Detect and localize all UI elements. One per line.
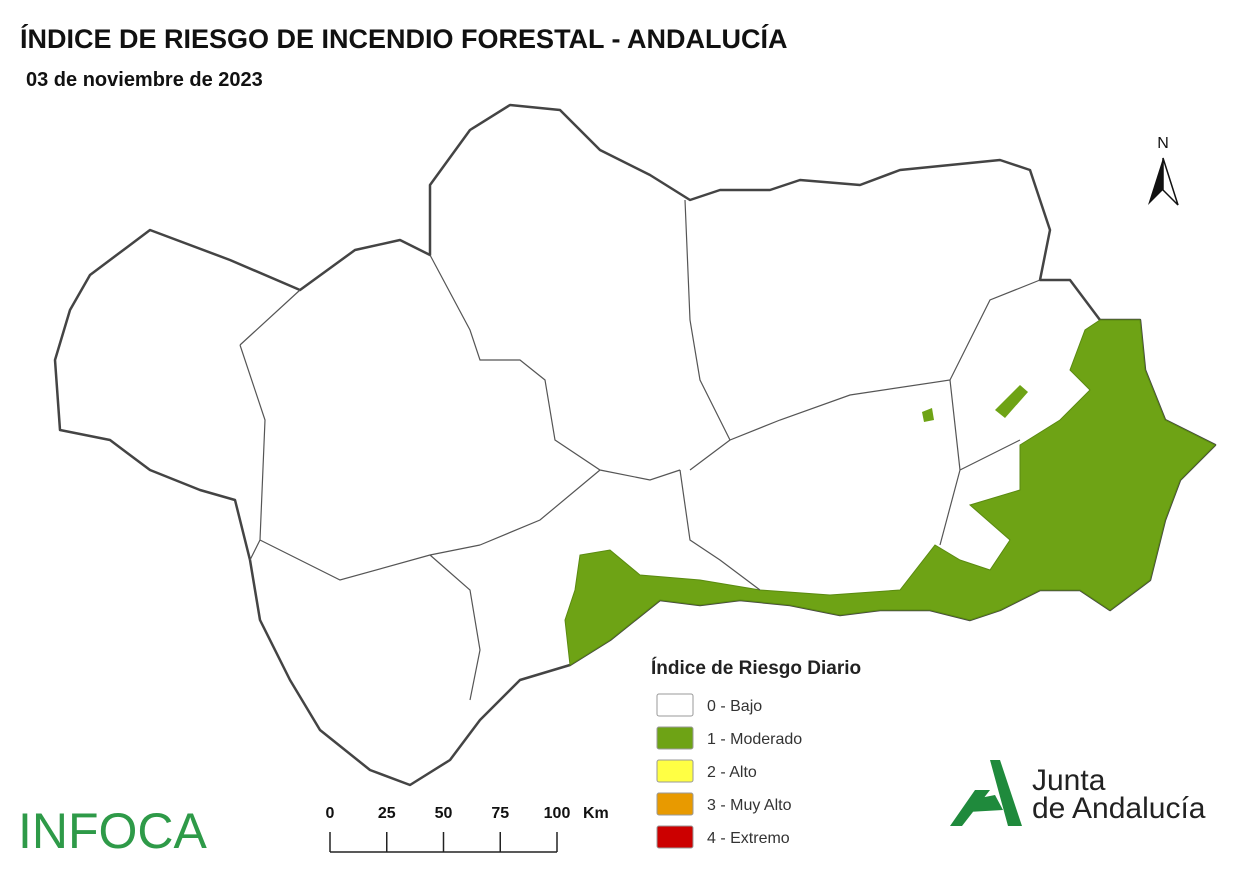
moderate-risk-patch — [922, 408, 934, 422]
moderate-risk-patch — [995, 385, 1028, 418]
scale-bar: 0 25 50 75 100 Km — [326, 805, 609, 853]
legend-swatch — [656, 792, 694, 816]
legend-label: 0 - Bajo — [707, 698, 762, 715]
scale-label: 75 — [491, 805, 509, 822]
scale-unit: Km — [583, 805, 609, 822]
legend-swatch — [656, 693, 694, 717]
junta-line1: Junta — [1032, 764, 1106, 797]
date: 03 de noviembre de 2023 — [26, 69, 263, 91]
infoca-logo: INFOCA — [18, 803, 208, 859]
legend-swatch — [656, 726, 694, 750]
legend-title: Índice de Riesgo Diario — [651, 657, 861, 679]
legend-label: 4 - Extremo — [707, 830, 790, 847]
legend-swatch — [656, 759, 694, 783]
north-arrow: N — [1148, 135, 1179, 206]
moderate-risk-area — [564, 319, 1216, 666]
north-label: N — [1157, 135, 1169, 152]
junta-line2: de Andalucía — [1032, 792, 1206, 825]
legend: 0 - Bajo 1 - Moderado 2 - Alto 3 - Muy Alto… — [656, 693, 802, 849]
legend-label: 2 - Alto — [707, 764, 757, 781]
legend-label: 1 - Moderado — [707, 731, 802, 748]
junta-logo: Junta de Andalucía — [950, 760, 1206, 826]
legend-label: 3 - Muy Alto — [707, 797, 792, 814]
region-map — [53, 103, 1217, 787]
title: ÍNDICE DE RIESGO DE INCENDIO FORESTAL - … — [20, 23, 788, 54]
province-border — [239, 199, 1041, 701]
scale-label: 50 — [435, 805, 453, 822]
scale-label: 100 — [544, 805, 571, 822]
scale-label: 25 — [378, 805, 396, 822]
legend-swatch — [656, 825, 694, 849]
scale-label: 0 — [326, 805, 335, 822]
